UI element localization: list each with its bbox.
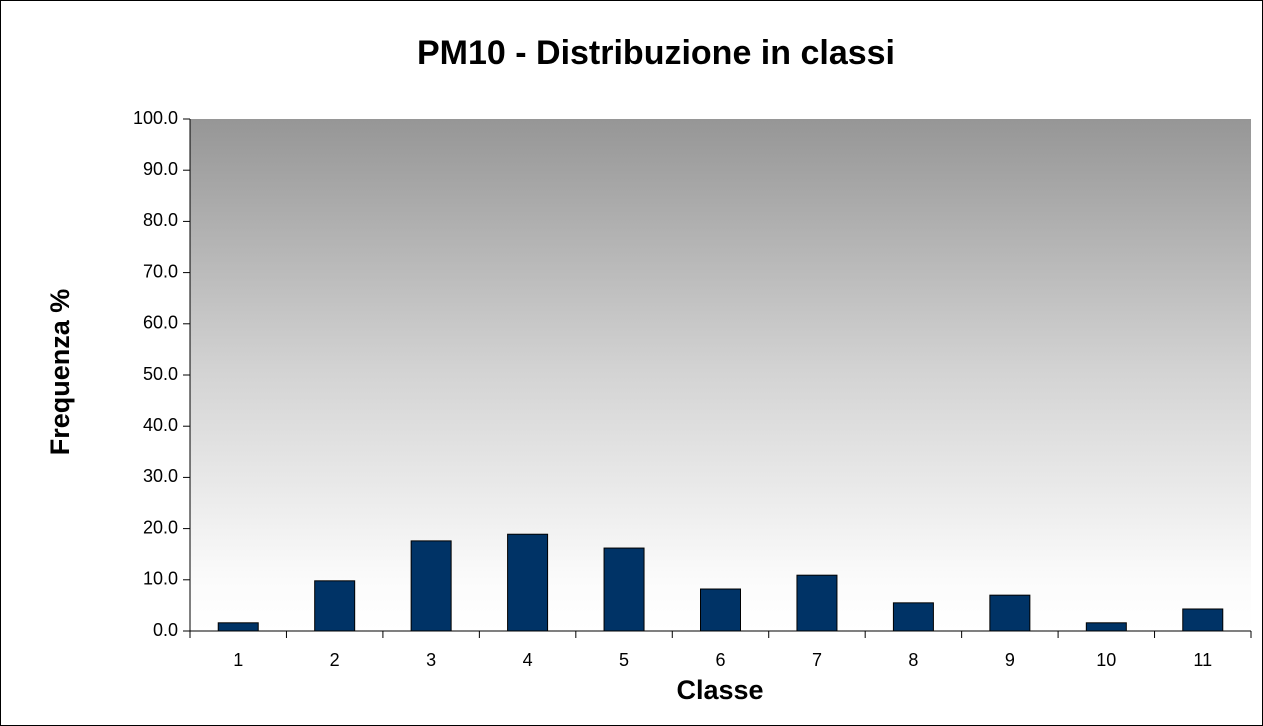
bar [1182,608,1224,632]
bar [410,540,452,632]
y-tick-label: 10.0 [143,569,178,589]
y-tick-label: 0.0 [153,620,178,640]
x-tick-label: 6 [715,650,725,670]
y-tick-label: 100.0 [133,108,178,128]
x-tick-label: 4 [523,650,533,670]
x-tick-label: 9 [1005,650,1015,670]
x-axis-label: Classe [676,675,763,705]
x-tick-label: 3 [426,650,436,670]
y-tick-label: 50.0 [143,364,178,384]
bar [314,580,356,632]
y-tick-label: 90.0 [143,159,178,179]
x-tick-label: 8 [908,650,918,670]
bar [603,547,645,632]
y-tick-label: 30.0 [143,466,178,486]
x-tick-label: 11 [1193,650,1212,670]
x-tick-label: 2 [330,650,340,670]
x-tick-label: 10 [1096,650,1116,670]
x-tick-label: 5 [619,650,629,670]
y-tick-label: 80.0 [143,210,178,230]
x-tick-label: 1 [233,650,243,670]
bar [217,622,259,632]
bar [989,594,1031,632]
bar [507,533,549,632]
y-tick-label: 70.0 [143,261,178,281]
plot-area [190,119,1251,631]
bar [892,602,934,632]
bar [1085,622,1127,632]
chart-title: PM10 - Distribuzione in classi [417,34,895,72]
bar [796,574,838,632]
y-tick-label: 20.0 [143,517,178,537]
y-axis-label: Frequenza % [45,289,75,456]
y-tick-label: 60.0 [143,313,178,333]
y-tick-label: 40.0 [143,415,178,435]
bar [700,588,741,632]
x-tick-label: 7 [812,650,822,670]
